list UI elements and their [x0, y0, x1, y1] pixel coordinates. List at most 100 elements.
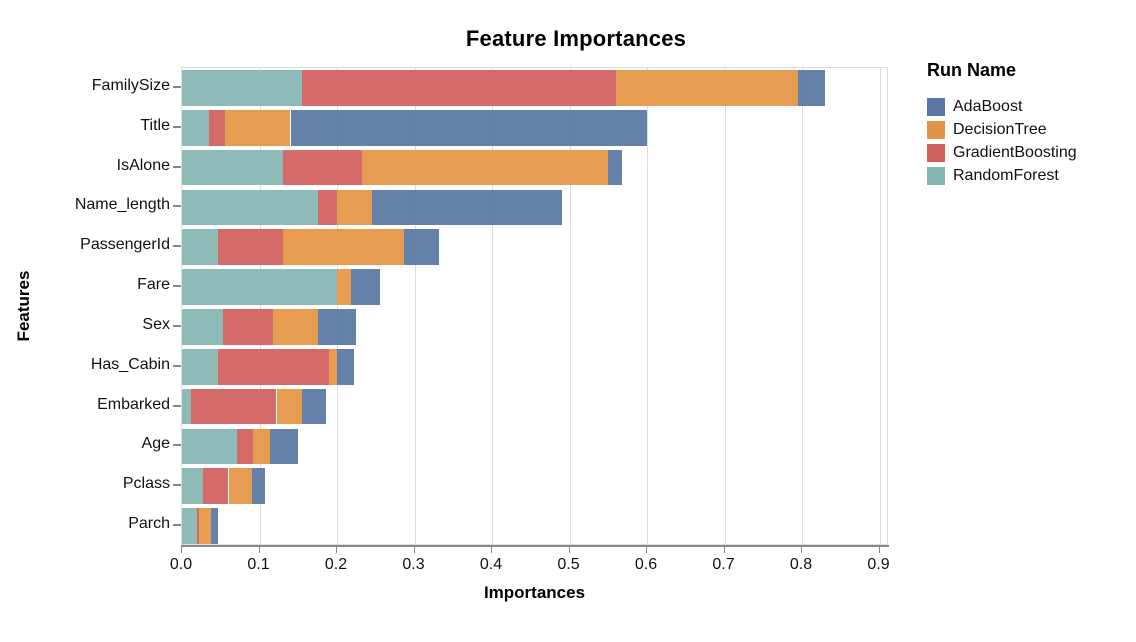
bar-segment-gradientboosting	[209, 109, 225, 146]
x-tick-label: 0.3	[402, 556, 425, 573]
bar-segment-adaboost	[350, 269, 380, 305]
grid-line	[337, 68, 338, 544]
y-tick	[173, 205, 181, 208]
x-tick-label: 0.5	[557, 556, 580, 573]
x-tick	[568, 547, 570, 553]
bar-segment-gradientboosting	[202, 468, 229, 505]
y-tick	[173, 524, 181, 527]
bar-segment-adaboost	[302, 388, 327, 425]
y-tick	[173, 404, 181, 407]
bar-segment-randomforest	[182, 508, 197, 544]
bar-segment-decisiontree	[329, 348, 337, 385]
x-tick	[878, 547, 880, 553]
bar-segment-gradientboosting	[196, 508, 199, 544]
bar-segment-gradientboosting	[191, 388, 277, 425]
bar-segment-decisiontree	[616, 70, 799, 106]
bar-segment-gradientboosting	[237, 428, 254, 465]
x-axis-title: Importances	[483, 583, 586, 602]
bar-segment-randomforest	[182, 70, 303, 106]
y-tick-label: Sex	[142, 315, 170, 333]
y-tick-label: Has_Cabin	[90, 355, 170, 373]
x-tick-label: 0.1	[247, 556, 270, 573]
y-tick	[173, 85, 181, 88]
bar-segment-decisiontree	[361, 149, 609, 186]
y-tick	[173, 245, 181, 248]
bar-segment-randomforest	[182, 149, 283, 186]
y-tick-label: Fare	[137, 276, 170, 294]
bar-segment-randomforest	[182, 348, 218, 385]
grid-line	[414, 68, 416, 544]
bar-segment-randomforest	[182, 189, 318, 226]
legend-items: AdaBoost DecisionTree GradientBoosting Rand…	[927, 95, 1077, 187]
x-tick-label: 0.4	[479, 556, 503, 573]
y-tick-label: IsAlone	[116, 156, 170, 174]
bar-segment-randomforest	[182, 109, 210, 146]
x-tick-label: 0.8	[789, 556, 813, 573]
y-tick-label: Pclass	[122, 475, 170, 493]
x-tick	[491, 547, 492, 553]
grid-line	[492, 68, 493, 544]
x-tick	[258, 547, 260, 553]
y-tick-label: PassengerId	[80, 236, 170, 254]
bar-segment-decisiontree	[337, 189, 372, 226]
bar-segment-adaboost	[608, 149, 623, 186]
x-tick-label: 0.2	[324, 556, 348, 573]
x-tick	[723, 547, 725, 553]
y-axis-title: Features	[14, 270, 33, 342]
bar-segment-adaboost	[270, 428, 299, 465]
bar-segment-decisiontree	[253, 428, 271, 465]
bar-segment-adaboost	[403, 229, 440, 266]
bar-segment-decisiontree	[199, 508, 212, 544]
x-tick-label: 0.0	[169, 556, 193, 573]
grid-line	[802, 68, 803, 544]
y-tick-label: Name_length	[74, 196, 170, 214]
bar-segment-adaboost	[290, 109, 647, 146]
plot-area	[181, 67, 888, 545]
y-tick	[173, 165, 181, 168]
bar-segment-randomforest	[182, 229, 219, 266]
bar-segment-adaboost	[371, 189, 562, 226]
bar-segment-gradientboosting	[223, 309, 273, 345]
grid-line	[647, 68, 648, 544]
grid-line	[259, 68, 261, 544]
bar-segment-gradientboosting	[282, 149, 362, 186]
y-tick-label: Age	[141, 435, 170, 453]
legend-label: RandomForest	[953, 166, 1059, 184]
bar-segment-decisiontree	[272, 309, 319, 345]
grid-line	[724, 68, 726, 544]
legend-swatch-icon	[927, 97, 945, 116]
y-tick	[173, 364, 181, 367]
x-tick-label: 0.9	[867, 556, 890, 573]
bar-segment-adaboost	[211, 508, 218, 544]
bar-segment-adaboost	[337, 348, 354, 385]
x-tick-label: 0.7	[712, 556, 735, 573]
bar-segment-adaboost	[251, 468, 265, 505]
x-tick	[413, 547, 415, 553]
legend-item: DecisionTree	[927, 118, 1077, 141]
y-tick	[173, 125, 181, 128]
y-tick	[173, 324, 181, 327]
legend-swatch-icon	[927, 166, 945, 185]
legend-label: AdaBoost	[953, 97, 1023, 115]
bar-segment-decisiontree	[224, 109, 291, 146]
legend-label: DecisionTree	[953, 120, 1047, 138]
grid-line	[879, 68, 881, 544]
y-tick-label: FamilySize	[91, 76, 170, 94]
y-tick	[173, 444, 181, 447]
bar-segment-decisiontree	[337, 269, 351, 305]
bar-segment-gradientboosting	[218, 229, 283, 266]
legend-swatch-icon	[927, 143, 945, 162]
bar-segment-randomforest	[182, 309, 224, 345]
y-tick-label: Parch	[128, 515, 170, 533]
chart-title: Feature Importances	[465, 26, 687, 51]
bar-segment-decisiontree	[228, 468, 252, 505]
y-tick-label: Embarked	[97, 395, 170, 413]
x-tick	[801, 547, 802, 553]
bar-segment-gradientboosting	[217, 348, 330, 385]
x-tick	[336, 547, 337, 553]
legend-swatch-icon	[927, 120, 945, 139]
legend: Run Name AdaBoost DecisionTree GradientBoo…	[927, 60, 1077, 187]
bar-segment-randomforest	[182, 388, 192, 425]
legend-label: GradientBoosting	[953, 143, 1077, 161]
